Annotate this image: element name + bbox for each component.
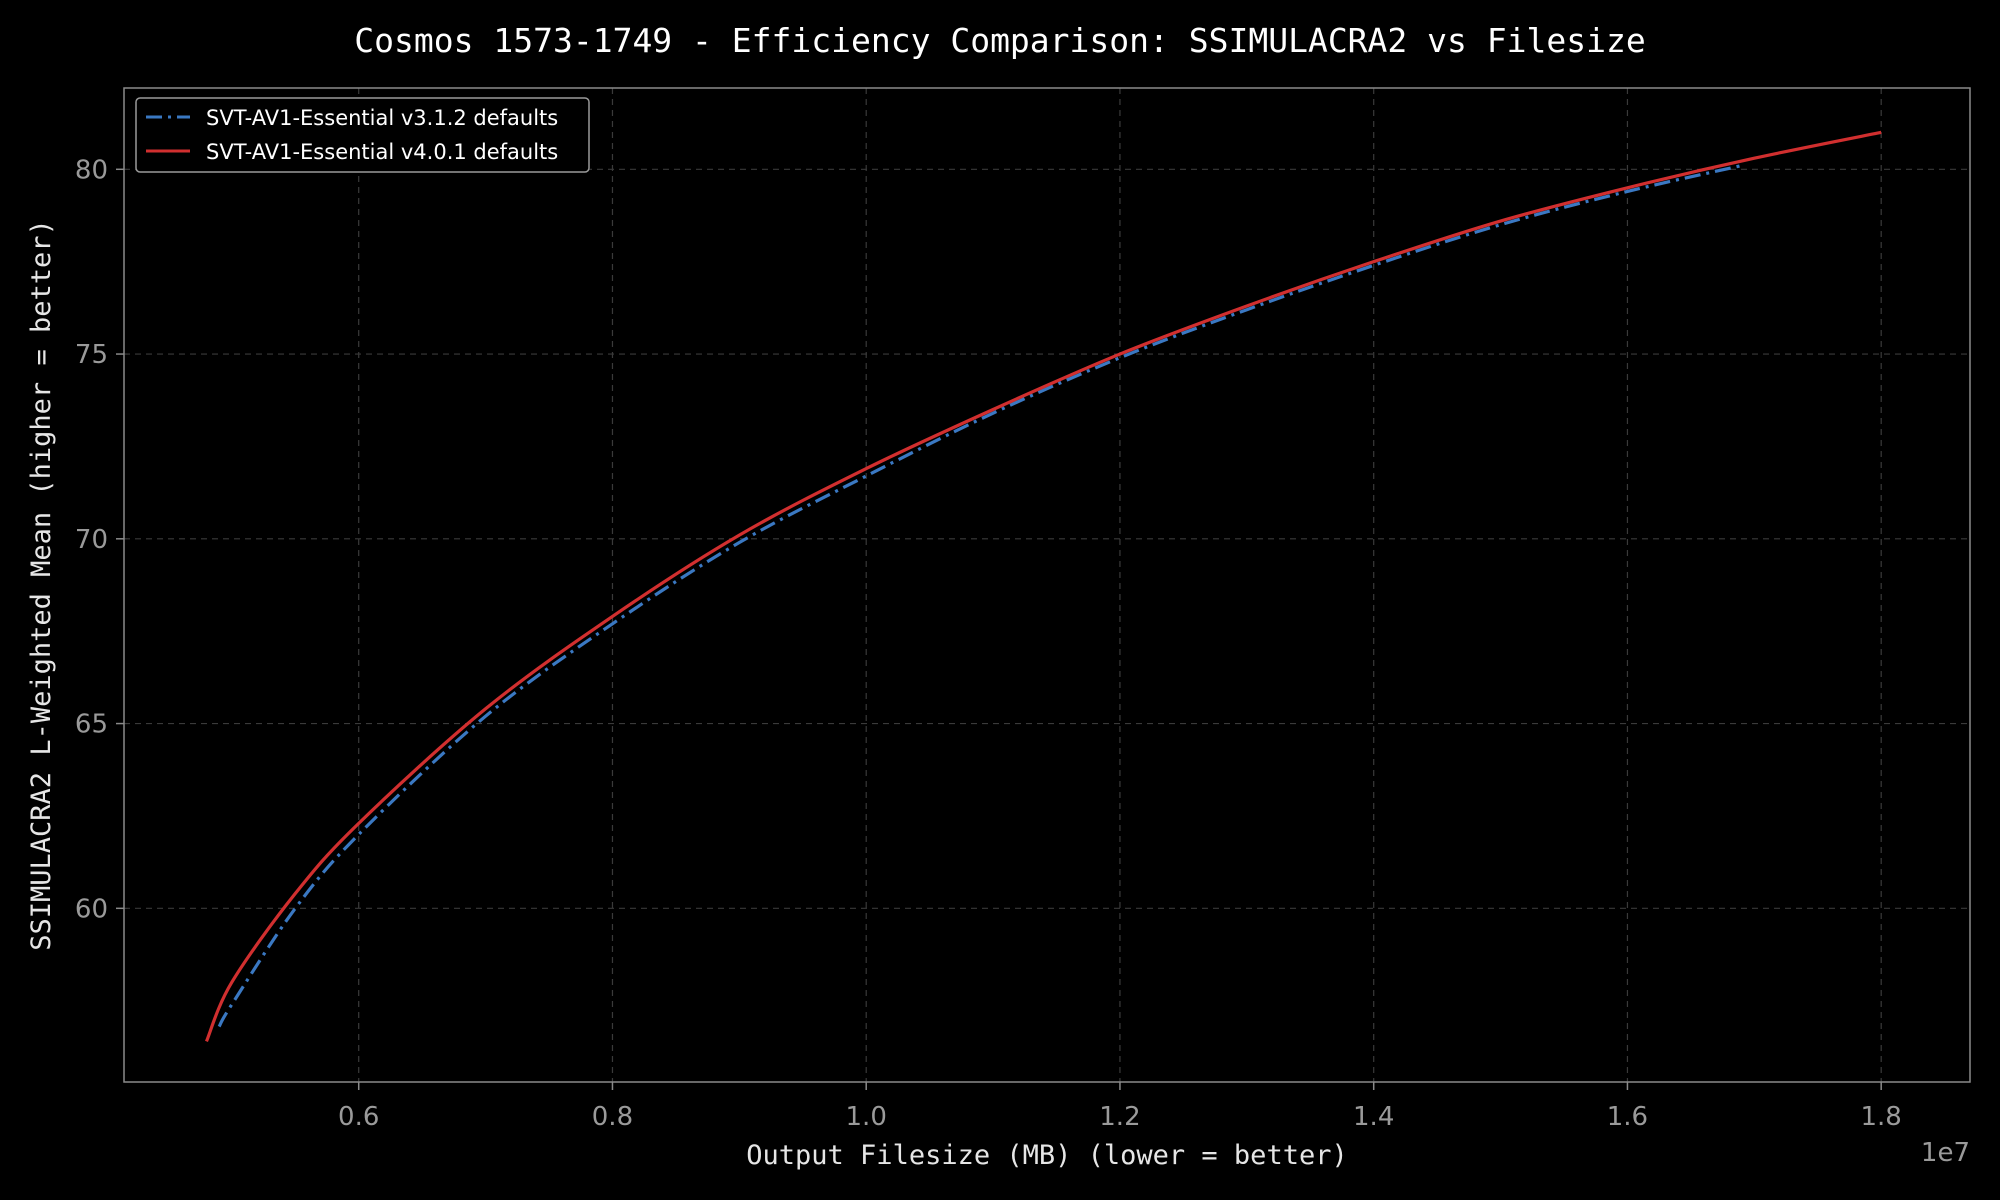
x-tick-label: 0.6 — [338, 1102, 379, 1132]
series-line-0 — [217, 164, 1742, 1028]
x-axis-label: Output Filesize (MB) (lower = better) — [746, 1140, 1347, 1171]
y-tick-label: 70 — [75, 525, 108, 555]
x-tick-label: 1.4 — [1353, 1102, 1394, 1132]
series-lines — [204, 130, 1882, 1042]
legend-label-v3-1-2: SVT-AV1-Essential v3.1.2 defaults — [206, 106, 558, 130]
legend: SVT-AV1-Essential v3.1.2 defaults SVT-AV… — [135, 97, 590, 173]
axis-ticks: 0.6 0.8 1.0 1.2 1.4 1.6 1.8 60 65 70 75 80 — [75, 155, 1902, 1132]
x-tick-label: 1.0 — [846, 1102, 887, 1132]
grid — [124, 88, 1970, 1082]
legend-box — [135, 97, 590, 173]
series-line-1 — [204, 130, 1882, 1042]
y-tick-label: 80 — [75, 155, 108, 185]
x-tick-label: 1.6 — [1607, 1102, 1648, 1132]
legend-label-v4-0-1: SVT-AV1-Essential v4.0.1 defaults — [206, 140, 558, 164]
x-tick-label: 1.2 — [1099, 1102, 1140, 1132]
chart-title: Cosmos 1573-1749 - Efficiency Comparison… — [354, 21, 1645, 60]
y-tick-label: 75 — [75, 340, 108, 370]
plot-frame — [123, 87, 1971, 1083]
y-tick-label: 65 — [75, 710, 108, 740]
y-tick-label: 60 — [75, 894, 108, 924]
x-axis-offset-label: 1e7 — [1921, 1138, 1970, 1168]
x-tick-label: 0.8 — [592, 1102, 633, 1132]
y-axis-label: SSIMULACRA2 L-Weighted Mean (higher = be… — [26, 219, 57, 951]
x-tick-label: 1.8 — [1861, 1102, 1902, 1132]
